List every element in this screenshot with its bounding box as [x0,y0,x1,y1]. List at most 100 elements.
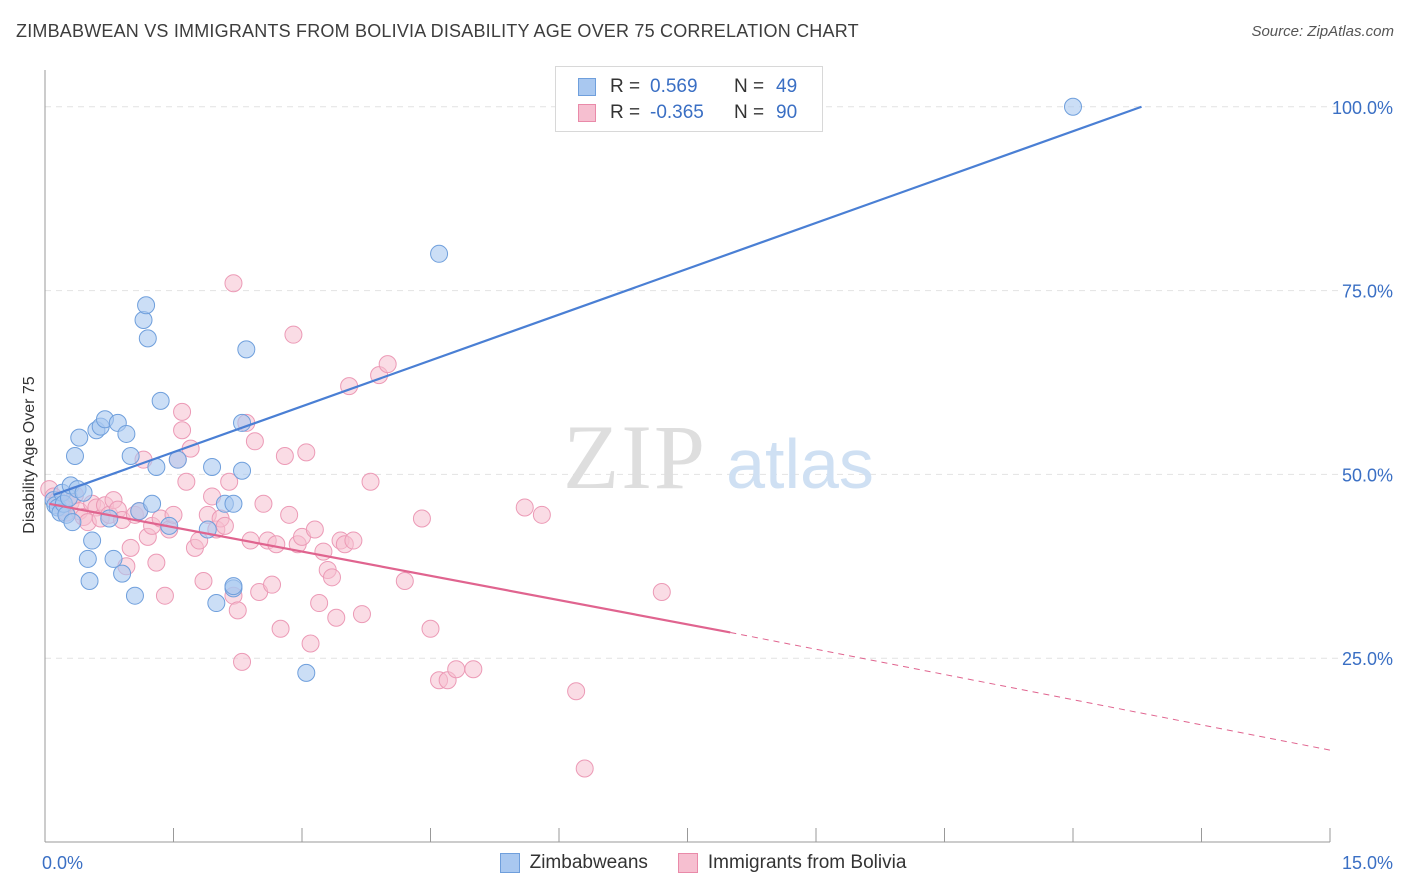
bolivia-point [322,568,341,587]
x-tick-label: 0.0% [42,853,83,873]
zimbabwean-point [117,424,136,443]
bottom-legend-swatch-blue [499,853,520,873]
legend-n-value: 90 [776,102,798,123]
zimbabwean-point [125,586,144,605]
legend-n-label: N = [734,76,765,97]
bolivia-point [173,421,192,440]
bolivia-point [254,494,273,513]
bolivia-point [301,634,320,653]
zimbabwean-point [100,509,119,528]
legend-r-value: -0.365 [650,102,704,123]
zimbabwean-point [203,458,222,477]
bolivia-point [228,601,247,620]
bolivia-point [352,605,371,624]
bolivia-point [412,509,431,528]
bolivia-point [327,608,346,627]
zimbabwean-point [113,564,132,583]
series-bolivia-points [40,274,671,778]
watermark-atlas: atlas [726,425,874,503]
legend-swatch-pink [578,104,596,122]
zimbabwean-point [104,549,123,568]
zimbabwean-point [151,391,170,410]
zimbabwean-point [70,428,89,447]
legend-swatch-blue [578,78,596,96]
legend-n-label: N = [734,102,765,123]
bolivia-point [532,505,551,524]
y-tick-label: 100.0% [1332,98,1393,118]
tick-labels: 25.0% 50.0% 75.0% 100.0% 0.0% 15.0% [42,98,1393,873]
bottom-legend-label: Zimbabweans [529,852,648,873]
legend-row-bolivia: R = -0.365 N = 90 [578,102,797,124]
legend-row-zimbabwean: R = 0.569 N = 49 [578,76,797,98]
trend-lines [49,105,1331,751]
bolivia-point [361,472,380,491]
y-tick-label: 75.0% [1342,282,1393,302]
zimbabwean-trend-line [53,105,1142,497]
watermark-zip: ZIP [563,406,707,508]
bolivia-point [220,472,239,491]
bolivia-point [310,594,329,613]
zimbabwean-point [65,447,84,465]
zimbabwean-point [137,296,156,315]
bolivia-point [155,586,174,605]
zimbabwean-point [224,577,243,596]
bolivia-point [395,571,414,590]
bottom-legend-zimbabweans[interactable]: Zimbabweans [499,852,648,874]
y-tick-label: 25.0% [1342,649,1393,669]
bolivia-point [194,571,213,590]
bolivia-point [464,660,483,679]
bolivia-point [147,553,166,572]
zimbabwean-point [138,329,157,348]
legend-box: R = 0.569 N = 49 R = -0.365 N = 90 [555,66,823,132]
chart-title: ZIMBABWEAN VS IMMIGRANTS FROM BOLIVIA DI… [16,21,859,41]
zimbabwean-point [233,461,252,480]
zimbabwean-point [1064,97,1082,116]
y-axis-label: Disability Age Over 75 [21,376,38,534]
bolivia-point [263,575,282,594]
zimbabwean-point [63,513,82,532]
legend-n-value: 49 [776,76,798,97]
series-zimbabwean-points [44,97,1082,682]
bolivia-point [447,660,466,679]
bolivia-point [284,325,303,344]
zimbabwean-point [134,310,153,329]
bolivia-point [271,619,290,638]
bolivia-point [245,432,264,451]
bolivia-point [215,516,234,535]
bolivia-point [567,682,586,701]
zimbabwean-point [297,663,316,682]
zimbabwean-point [224,494,243,513]
zimbabwean-point [78,549,97,568]
bolivia-point [280,505,299,524]
bottom-legend-label: Immigrants from Bolivia [707,852,907,873]
bolivia-point [177,472,196,491]
zimbabwean-point [80,571,99,590]
watermark: ZIP atlas [563,406,874,508]
zimbabwean-point [237,340,256,359]
bottom-legend-swatch-pink [677,853,698,873]
bolivia-point [575,759,594,778]
bolivia-point [652,583,671,602]
legend-r-value: 0.569 [650,76,698,97]
source-label: Source: ZipAtlas.com [1251,23,1394,40]
bolivia-trend-line [49,502,731,634]
zimbabwean-point [83,531,102,550]
legend-r-label: R = [610,76,641,97]
bolivia-point [378,355,397,374]
bolivia-point [275,447,294,465]
zimbabwean-point [121,447,140,465]
bolivia-point [515,498,534,517]
bolivia-point [297,443,316,462]
bolivia-point [121,538,140,557]
grid-lines [45,106,1340,659]
bolivia-point [173,402,192,421]
x-tick-label: 15.0% [1342,853,1393,873]
legend-r-label: R = [610,102,641,123]
bottom-legend-bolivia[interactable]: Immigrants from Bolivia [677,852,907,874]
axes [44,70,1331,843]
bottom-legend: Zimbabweans Immigrants from Bolivia [0,852,1406,874]
bolivia-trend-extension [730,631,1331,751]
bolivia-point [344,531,363,550]
y-tick-label: 50.0% [1342,465,1393,485]
